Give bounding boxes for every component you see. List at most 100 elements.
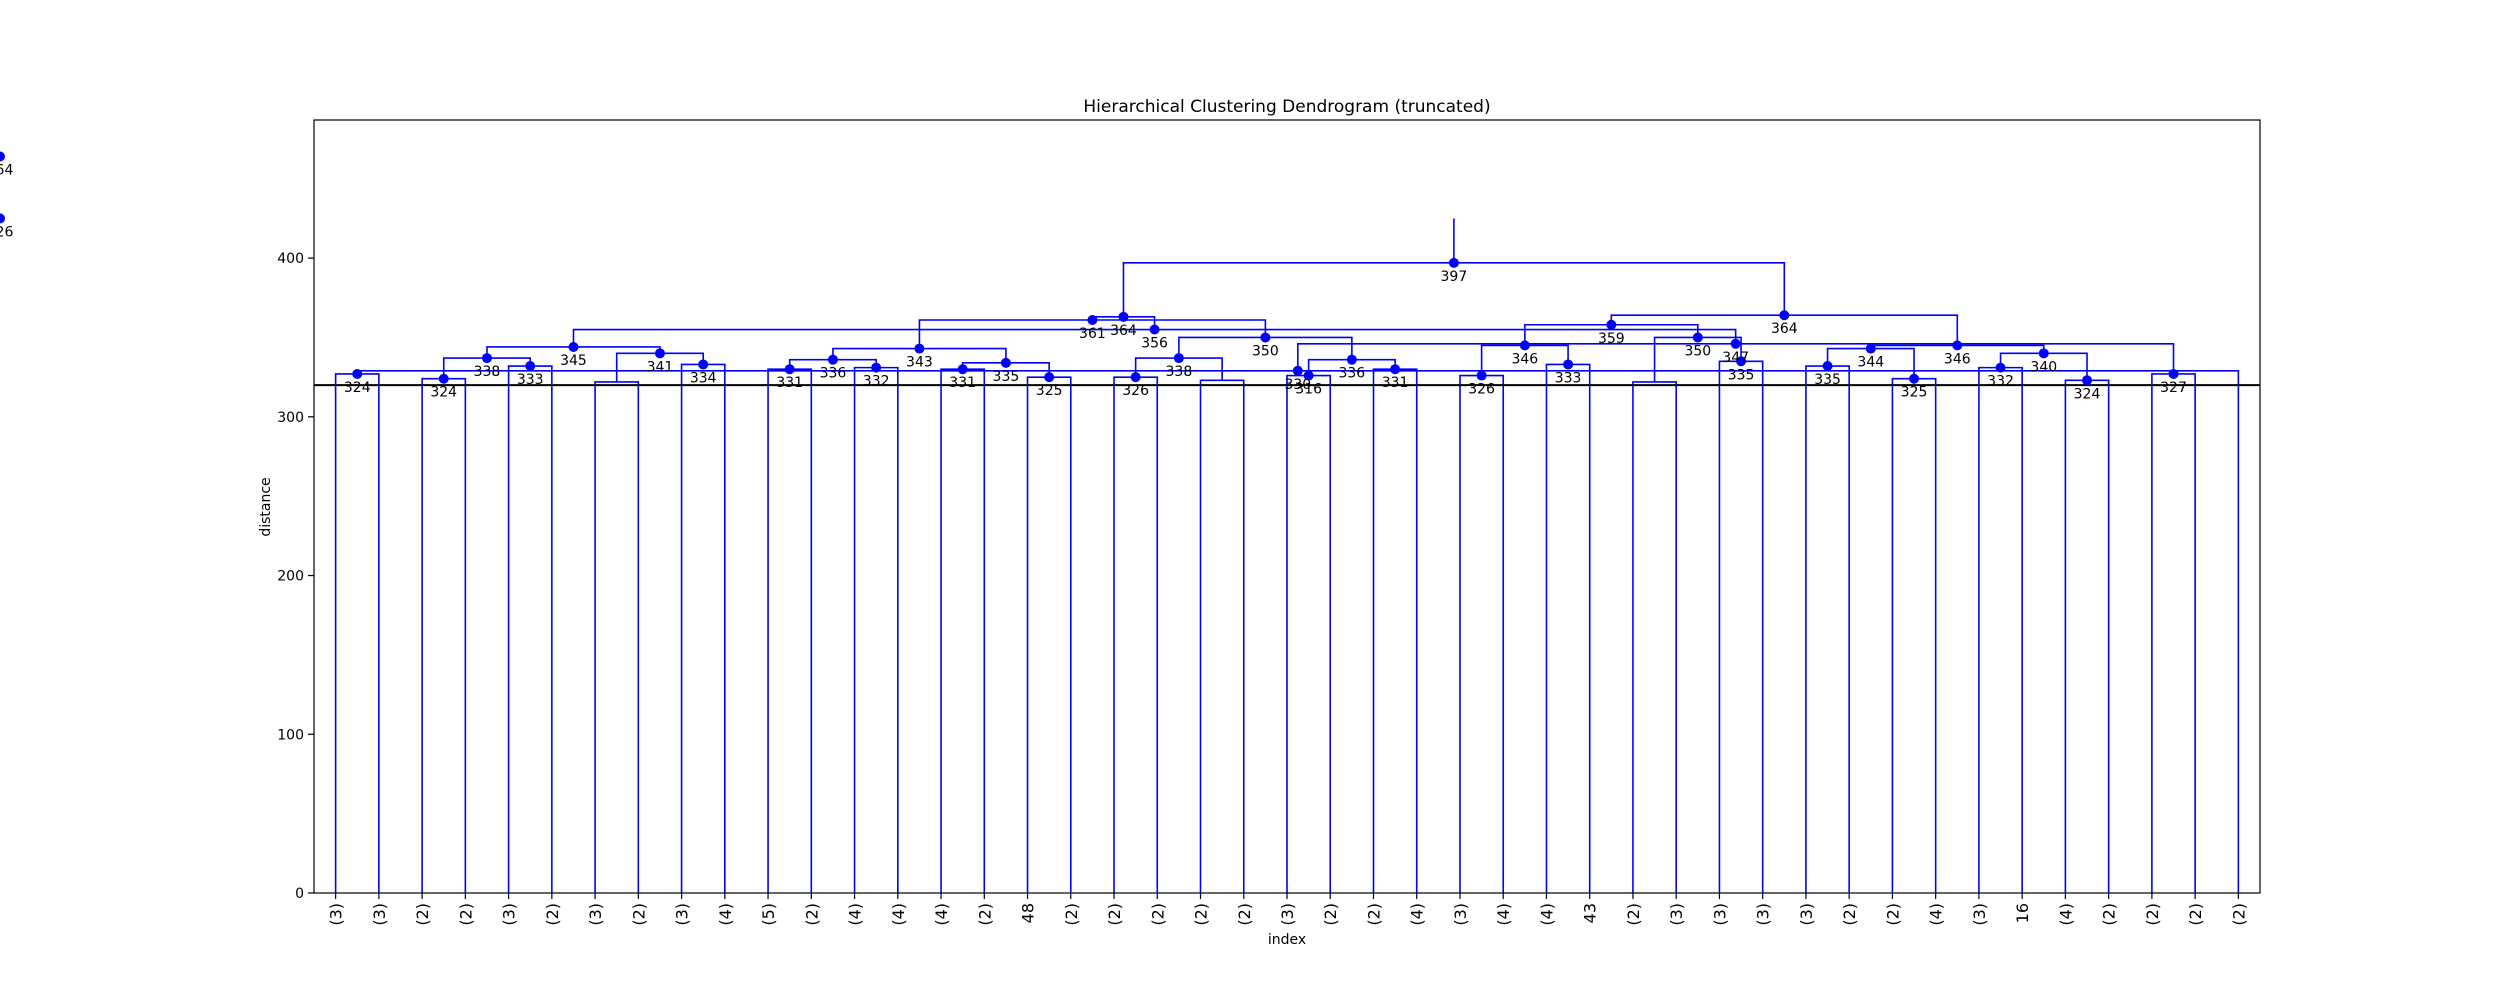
merge-node-marker bbox=[1563, 359, 1574, 370]
dendrogram-link bbox=[2151, 373, 2196, 893]
dendrogram-link bbox=[1113, 376, 1159, 893]
dendrogram-link bbox=[421, 377, 467, 893]
dendrogram-links bbox=[334, 218, 2240, 893]
merge-node-marker bbox=[0, 213, 5, 224]
merge-node-marker bbox=[1000, 357, 1011, 368]
leaf-label: (4) bbox=[1408, 903, 1427, 926]
merge-node-marker bbox=[1909, 373, 1920, 384]
leaf-label: (4) bbox=[2056, 903, 2075, 926]
y-tick-label: 100 bbox=[277, 727, 304, 743]
merge-distance-label: 338 bbox=[1166, 364, 1193, 380]
dendrogram-link bbox=[1718, 360, 1764, 893]
merge-node-marker bbox=[1346, 354, 1357, 365]
merge-distance-label: 335 bbox=[1728, 367, 1755, 383]
merge-distance-label: 324 bbox=[430, 385, 457, 401]
merge-node-marker bbox=[1044, 372, 1055, 383]
merge-node-marker bbox=[1390, 364, 1401, 375]
leaf-label: (2) bbox=[1192, 903, 1211, 926]
merge-distance-label: 330 bbox=[1284, 377, 1311, 393]
chart-title: Hierarchical Clustering Dendrogram (trun… bbox=[1083, 97, 1490, 117]
dendrogram-link bbox=[853, 366, 899, 893]
leaf-label: 48 bbox=[1019, 903, 1038, 923]
merge-node-marker bbox=[1730, 338, 1741, 349]
merge-distance-label: 361 bbox=[1079, 326, 1106, 342]
dendrogram-link bbox=[356, 369, 2240, 893]
merge-node-marker bbox=[2168, 368, 2179, 379]
merge-node-marker bbox=[0, 151, 5, 162]
merge-distance-label: 325 bbox=[1901, 385, 1928, 401]
leaf-label: (2) bbox=[2143, 903, 2162, 926]
merge-distance-label: 340 bbox=[2030, 359, 2057, 375]
merge-distance-label: 333 bbox=[1555, 370, 1582, 386]
merge-distance-label: 347 bbox=[1722, 350, 1749, 366]
merge-node-marker bbox=[2038, 348, 2049, 359]
merge-distance-label: 316 bbox=[1295, 382, 1322, 398]
merge-node-marker bbox=[1779, 310, 1790, 321]
merge-distance-label: 341 bbox=[647, 359, 674, 375]
merge-distance-label: 331 bbox=[949, 375, 976, 391]
leaf-label: (2) bbox=[413, 903, 432, 926]
dendrogram-link bbox=[1978, 366, 2023, 893]
merge-distance-label: 331 bbox=[776, 375, 803, 391]
merge-distance-label: 464 bbox=[0, 163, 13, 179]
merge-node-marker bbox=[438, 373, 449, 384]
y-tick-label: 200 bbox=[277, 569, 304, 585]
y-tick-label: 0 bbox=[295, 886, 304, 902]
leaf-label: (2) bbox=[2100, 903, 2119, 926]
merge-distance-label: 327 bbox=[2160, 380, 2187, 396]
dendrogram-link bbox=[940, 368, 986, 893]
leaf-label: (3) bbox=[586, 903, 605, 926]
leaf-label: (4) bbox=[1927, 903, 1946, 926]
merge-distance-label: 332 bbox=[863, 374, 890, 390]
merge-distance-label: 334 bbox=[690, 370, 717, 386]
dendrogram-link bbox=[334, 373, 380, 893]
leaf-label: (3) bbox=[673, 903, 692, 926]
merge-distance-label: 332 bbox=[1987, 374, 2014, 390]
merge-node-marker bbox=[568, 341, 579, 352]
merge-node-marker bbox=[654, 348, 665, 359]
dendrogram-link bbox=[1545, 363, 1591, 893]
merge-node-marker bbox=[1292, 365, 1303, 376]
merge-node-marker bbox=[1303, 370, 1314, 381]
merge-node-marker bbox=[1519, 340, 1530, 351]
leaf-label: (2) bbox=[1321, 903, 1340, 926]
leaf-label: (2) bbox=[456, 903, 475, 926]
merge-node-marker bbox=[827, 354, 838, 365]
dendrogram-link bbox=[1026, 376, 1072, 893]
leaf-label: (2) bbox=[543, 903, 562, 926]
leaf-label: (3) bbox=[1754, 903, 1773, 926]
leaf-label: (2) bbox=[2186, 903, 2205, 926]
dendrogram-link bbox=[1891, 377, 1937, 893]
merge-node-marker bbox=[352, 368, 363, 379]
merge-distance-label: 364 bbox=[1771, 321, 1798, 337]
merge-node-marker bbox=[914, 343, 925, 354]
merge-distance-label: 335 bbox=[993, 369, 1020, 385]
merge-node-marker bbox=[784, 364, 795, 375]
leaf-label: (2) bbox=[1840, 903, 1859, 926]
merge-distance-label: 426 bbox=[0, 224, 13, 240]
leaf-label: (2) bbox=[1883, 903, 1902, 926]
leaf-label: (2) bbox=[1062, 903, 1081, 926]
merge-distance-label: 324 bbox=[344, 380, 371, 396]
merge-node-marker bbox=[525, 361, 536, 372]
leaf-label: (2) bbox=[1364, 903, 1383, 926]
dendrogram-link bbox=[2064, 379, 2110, 893]
leaf-label: (4) bbox=[1537, 903, 1556, 926]
leaf-label: (4) bbox=[889, 903, 908, 926]
dendrogram-link bbox=[1805, 365, 1850, 893]
y-tick-label: 300 bbox=[277, 410, 304, 426]
dendrogram-link bbox=[680, 363, 726, 893]
x-axis: (3) (3) (2) (2) (3) (2) (3) (2) (3) (4) (5) (2) (4) (… bbox=[327, 893, 2248, 926]
leaf-label: (2) bbox=[1148, 903, 1167, 926]
merge-node-marker bbox=[1149, 324, 1160, 335]
merge-node-marker bbox=[1260, 332, 1271, 343]
leaf-label: (2) bbox=[2229, 903, 2248, 926]
merge-distance-label: 350 bbox=[1684, 343, 1711, 359]
leaf-label: (3) bbox=[327, 903, 346, 926]
merge-distance-label: 333 bbox=[517, 372, 544, 388]
merge-distance-label: 345 bbox=[560, 353, 587, 369]
leaf-label: (2) bbox=[1624, 903, 1643, 926]
merge-node-marker bbox=[871, 362, 882, 373]
leaf-label: 43 bbox=[1581, 903, 1600, 923]
